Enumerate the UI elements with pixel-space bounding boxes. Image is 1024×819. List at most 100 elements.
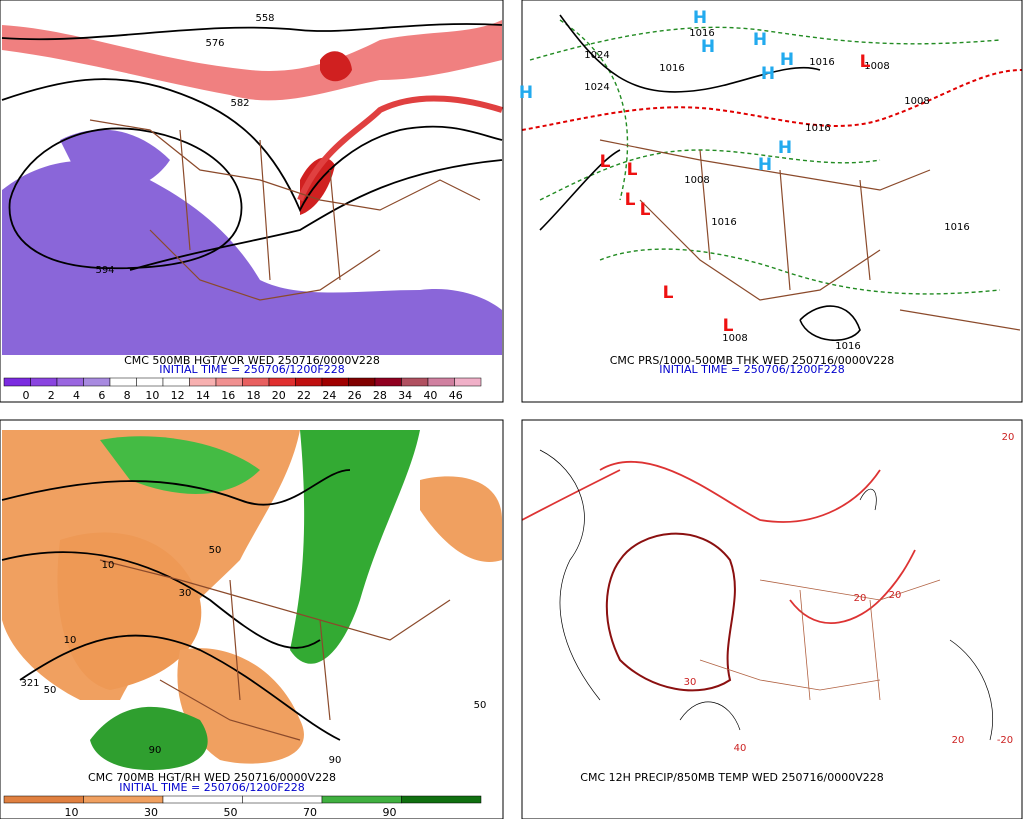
colorbar-swatch	[401, 377, 429, 387]
high-center: H	[780, 50, 794, 70]
low-center: L	[860, 52, 871, 72]
dry-area	[177, 648, 304, 764]
high-center: H	[701, 37, 715, 57]
colorbar-swatch	[3, 795, 84, 804]
vorticity-area	[2, 160, 502, 355]
high-center: H	[761, 64, 775, 84]
colorbar-label: 26	[348, 389, 362, 402]
precip-contour	[539, 449, 993, 741]
colorbar-swatch	[83, 795, 164, 804]
temp-contour	[605, 532, 736, 692]
state-borders	[99, 559, 451, 741]
contour-label: 20	[889, 590, 902, 601]
colorbar-swatch	[162, 377, 190, 387]
contour-label: 50	[209, 545, 222, 556]
panel-caption: CMC 700MB HGT/RH WED 250716/0000V228	[88, 771, 336, 784]
colorbar-label: 22	[297, 389, 311, 402]
colorbar-swatch	[136, 377, 164, 387]
contour-label: 10	[102, 560, 115, 571]
contour-label: 1016	[711, 217, 736, 228]
contour-label: 30	[684, 677, 697, 688]
contour-label: 1008	[864, 61, 889, 72]
colorbar-swatch	[189, 377, 217, 387]
colorbar-swatch	[348, 377, 376, 387]
panel-prs-map	[521, 0, 1023, 403]
colorbar-swatch	[56, 377, 84, 387]
contour-label: 1008	[722, 333, 747, 344]
contour-label: -20	[997, 735, 1013, 746]
height-contour	[1, 78, 503, 213]
init-time: INITIAL TIME = 250706/1200F228	[119, 781, 304, 794]
panel-500mb-map	[0, 0, 504, 403]
colorbar-label: 90	[383, 806, 397, 819]
contour-label: 1008	[684, 175, 709, 186]
colorbar-label: 34	[398, 389, 412, 402]
high-center: H	[758, 155, 772, 175]
height-contour	[8, 127, 243, 270]
colorbar-swatch	[162, 795, 243, 804]
panel-frame	[0, 0, 504, 403]
colorbar-swatch	[30, 377, 58, 387]
colorbar-swatch	[427, 377, 455, 387]
vorticity-band	[297, 95, 503, 202]
colorbar-label: 4	[73, 389, 80, 402]
colorbar-label: 50	[224, 806, 238, 819]
colorbar-label: 14	[196, 389, 210, 402]
init-time: INITIAL TIME = 250706/1200F228	[159, 363, 344, 376]
contour-label: 20	[854, 593, 867, 604]
panel-frame	[521, 419, 1023, 819]
low-center: L	[600, 152, 611, 172]
colorbar-label: 46	[449, 389, 463, 402]
contour-label: 1016	[805, 123, 830, 134]
colorbar-label: 2	[48, 389, 55, 402]
colorbar-swatch	[215, 377, 243, 387]
contour-label: 20	[952, 735, 965, 746]
contour-label: 1024	[584, 50, 609, 61]
colorbar-label: 6	[98, 389, 105, 402]
contour-label: 558	[255, 13, 274, 24]
contour-label: 30	[179, 588, 192, 599]
colorbar-swatch	[295, 377, 323, 387]
panel-caption: CMC 12H PRECIP/850MB TEMP WED 250716/000…	[580, 771, 883, 784]
panel-frame	[0, 419, 504, 819]
state-borders	[599, 139, 1021, 331]
colorbar-label: 70	[303, 806, 317, 819]
panel-caption: CMC PRS/1000-500MB THK WED 250716/0000V2…	[610, 354, 895, 367]
colorbar-label: 20	[272, 389, 286, 402]
low-center: L	[627, 160, 638, 180]
colorbar-label: 10	[145, 389, 159, 402]
pressure-contour	[539, 14, 861, 341]
panel-frame	[521, 0, 1023, 403]
colorbar-label: 30	[144, 806, 158, 819]
colorbar-swatch	[401, 795, 482, 804]
state-borders	[699, 579, 941, 701]
colorbar-swatch	[3, 377, 31, 387]
contour-label: 50	[474, 700, 487, 711]
high-center: H	[778, 138, 792, 158]
low-center: L	[723, 316, 734, 336]
colorbar-swatch	[321, 795, 402, 804]
low-center: L	[663, 283, 674, 303]
moist-area	[290, 430, 420, 664]
contour-label: 1016	[809, 57, 834, 68]
low-center: L	[640, 200, 651, 220]
state-borders	[89, 119, 481, 301]
colorbar-label: 10	[65, 806, 79, 819]
panel-precip-map	[521, 419, 1023, 819]
colorbar-label: 12	[171, 389, 185, 402]
contour-label: 20	[1002, 432, 1015, 443]
colorbar-swatch	[268, 377, 296, 387]
colorbar-swatch	[83, 377, 111, 387]
colorbar-swatch	[454, 377, 482, 387]
contour-label: 576	[205, 38, 224, 49]
colorbar-label: 40	[423, 389, 437, 402]
contour-label: 90	[329, 755, 342, 766]
colorbar-label: 16	[221, 389, 235, 402]
vorticity-area	[60, 129, 170, 191]
contour-label: 50	[44, 685, 57, 696]
panel-700mb-map	[0, 419, 504, 819]
contour-label: 1024	[584, 82, 609, 93]
colorbar-swatch	[242, 795, 323, 804]
high-center: H	[519, 83, 533, 103]
colorbar-label: 28	[373, 389, 387, 402]
